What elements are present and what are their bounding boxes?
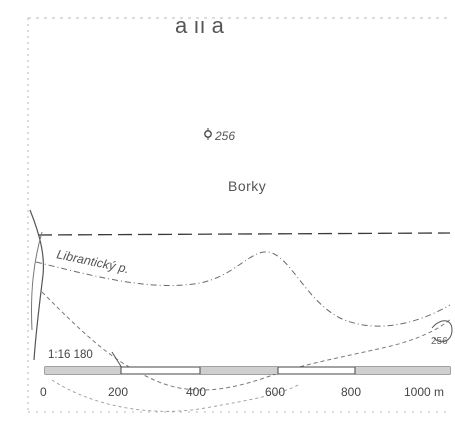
road-curve-lower [41,291,453,391]
scale-bar-segment [200,367,278,374]
terrain-curve-left [29,209,45,361]
scale-tick-label: 0 [40,385,47,399]
scale-tick-labels: 0 200 400 600 800 1000 m [40,385,444,399]
elevation-point-icon [204,130,212,138]
right-edge-feature [431,320,453,343]
map-frame [27,17,450,413]
secondary-elevation-label: 256 [431,336,448,347]
stream-name-label: Librantický p. [55,247,130,276]
contour-line [51,379,301,412]
boundary-line [37,232,451,236]
place-name-label: Borky [228,178,266,194]
elevation-label: 256 [214,129,235,143]
scale-ratio-label: 1:16 180 [48,349,93,361]
map-title-fragment: a ıı a [175,13,225,38]
scale-tick-label: 400 [186,385,206,399]
scale-ratio-leader [111,351,123,369]
terrain-curve-left-2 [31,231,43,331]
elevation-point: 256 [204,128,235,143]
scale-bar [44,366,451,375]
scale-tick-label: 600 [265,385,285,399]
scale-bar-segment [355,367,450,374]
scale-tick-label: 200 [108,385,128,399]
scale-tick-label: 800 [341,385,361,399]
scale-tick-label: 1000 m [404,385,444,399]
scale-bar-segment [45,367,121,374]
